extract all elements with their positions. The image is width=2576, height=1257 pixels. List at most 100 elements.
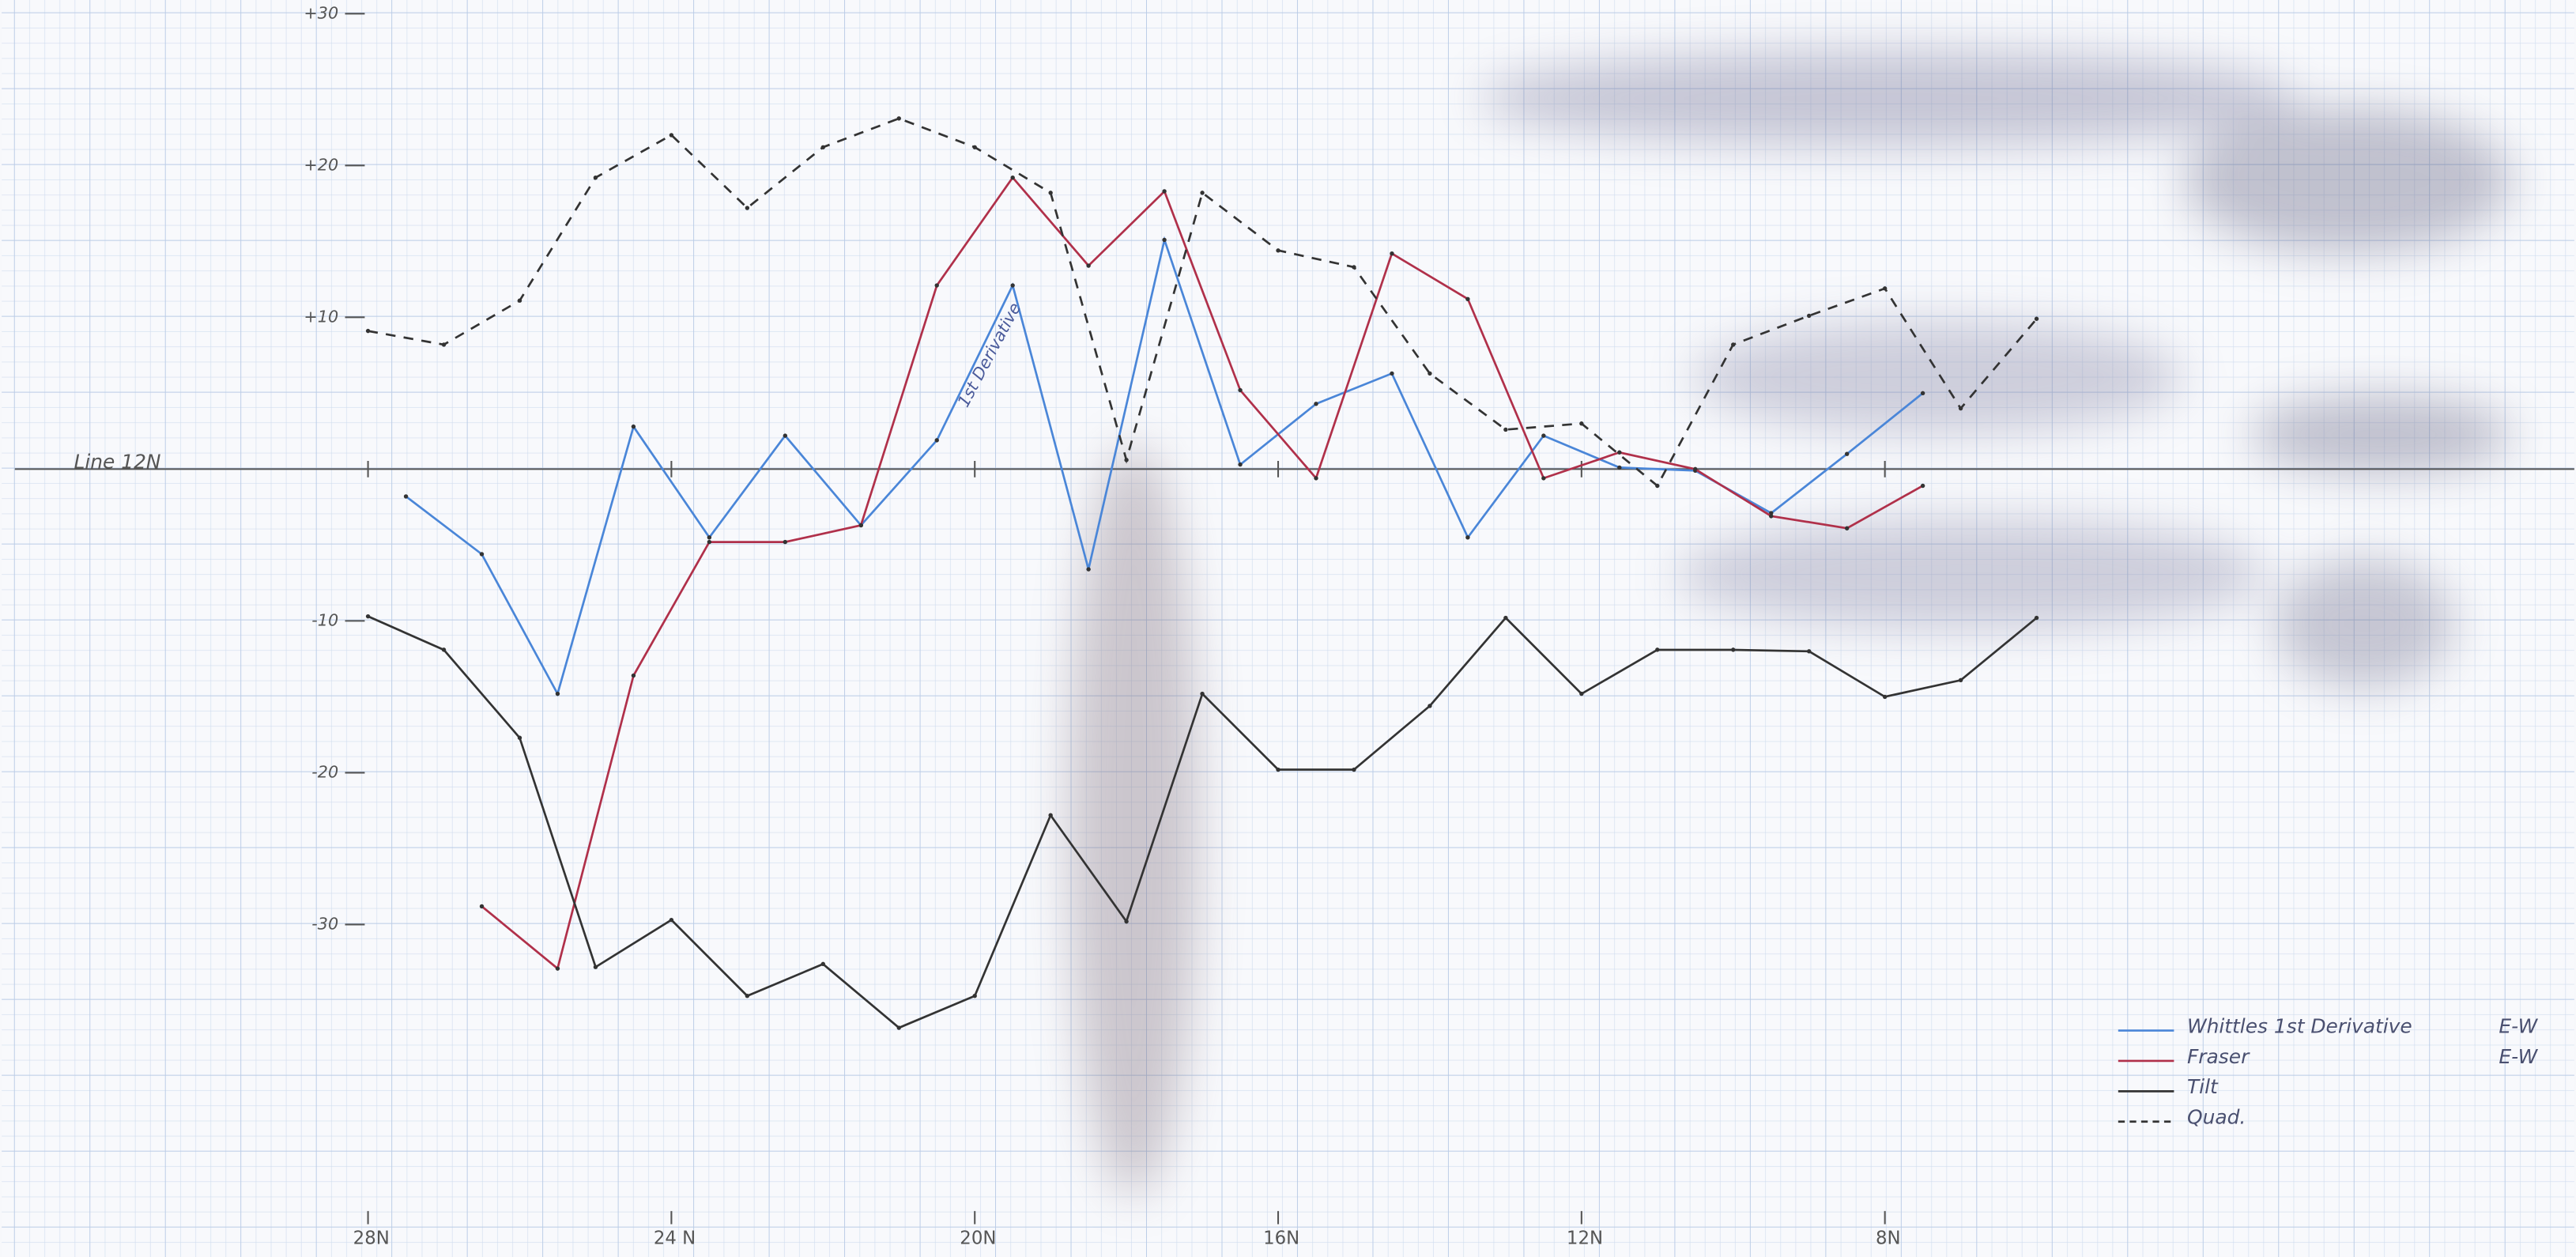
point [517, 735, 522, 740]
point [707, 539, 712, 545]
point [2034, 615, 2039, 621]
point [479, 552, 485, 557]
point [1655, 483, 1660, 489]
point [1086, 263, 1091, 268]
point [555, 966, 560, 971]
point [745, 994, 750, 998]
point [1428, 371, 1432, 376]
legend-label: Fraser [2187, 1045, 2250, 1068]
point [934, 283, 939, 288]
x-tick-label: 8N [1876, 1229, 1901, 1249]
y-tick-label: -10 [311, 610, 338, 629]
x-tick-label: 20N [960, 1229, 996, 1249]
point [1579, 421, 1584, 426]
point [1352, 767, 1356, 772]
point [1200, 191, 1205, 195]
point [1655, 647, 1660, 652]
legend-label: Tilt [2187, 1075, 2219, 1098]
point [972, 145, 977, 149]
point [1276, 767, 1280, 772]
point [2034, 316, 2039, 321]
point [1731, 647, 1736, 652]
x-tick-label: 24 N [654, 1229, 696, 1249]
point [1541, 433, 1546, 438]
point [1920, 483, 1925, 489]
stains [1068, 49, 2512, 1198]
point [1314, 402, 1318, 406]
point [1844, 526, 1850, 530]
y-tick-label: -30 [311, 914, 338, 933]
point [1503, 615, 1508, 621]
point [1465, 535, 1470, 540]
point [934, 438, 939, 443]
point [1693, 466, 1698, 472]
y-tick-label: +30 [304, 3, 338, 22]
point [896, 116, 901, 121]
y-tick-label: -20 [311, 762, 338, 781]
point [1390, 371, 1394, 376]
point [1010, 175, 1015, 180]
point [593, 175, 598, 180]
point [1806, 313, 1812, 319]
point [1048, 191, 1053, 195]
series-line [481, 176, 1924, 971]
point [783, 433, 788, 438]
y-tick-label: +20 [304, 155, 338, 174]
point [1882, 694, 1888, 700]
point [858, 523, 863, 528]
point [1010, 283, 1015, 288]
point [783, 539, 788, 545]
point [1238, 462, 1243, 467]
point [517, 298, 522, 303]
point [1769, 514, 1774, 519]
point [1617, 465, 1622, 470]
point [441, 647, 447, 652]
point [1617, 450, 1622, 455]
point [631, 673, 636, 678]
point [593, 964, 598, 969]
legend-label: Whittles 1st Derivative [2187, 1014, 2412, 1037]
point [1503, 427, 1508, 432]
point [745, 206, 750, 210]
point [1124, 919, 1129, 924]
point [1086, 567, 1091, 572]
x-tick-label: 16N [1263, 1229, 1299, 1249]
point [1200, 691, 1205, 696]
point [1541, 476, 1546, 481]
point [1958, 406, 1963, 411]
x-tick-label: 28N [353, 1229, 390, 1249]
point [1162, 189, 1167, 194]
point [820, 961, 826, 967]
x-tick-label: 12N [1567, 1229, 1603, 1249]
point [479, 904, 485, 909]
point [707, 535, 712, 540]
point [1428, 704, 1432, 708]
point [441, 342, 447, 347]
legend-suffix: E-W [2499, 1014, 2538, 1037]
legend-suffix: E-W [2499, 1045, 2538, 1068]
point [896, 1025, 901, 1030]
point [972, 994, 977, 998]
point [1465, 296, 1470, 301]
point [1048, 813, 1053, 817]
point [669, 133, 674, 138]
point [1276, 248, 1280, 253]
point [820, 145, 826, 149]
point [365, 328, 371, 334]
point [631, 424, 636, 429]
point [1882, 286, 1888, 291]
point [1162, 237, 1167, 243]
point [1352, 265, 1356, 270]
point [1314, 476, 1318, 481]
point [403, 494, 409, 499]
legend-label: Quad. [2187, 1106, 2246, 1129]
point [555, 691, 560, 696]
y-tick-label: +10 [304, 307, 338, 326]
point [1920, 391, 1925, 396]
point [1124, 458, 1129, 462]
point [1844, 451, 1850, 456]
point [1806, 649, 1812, 654]
point [365, 613, 371, 619]
